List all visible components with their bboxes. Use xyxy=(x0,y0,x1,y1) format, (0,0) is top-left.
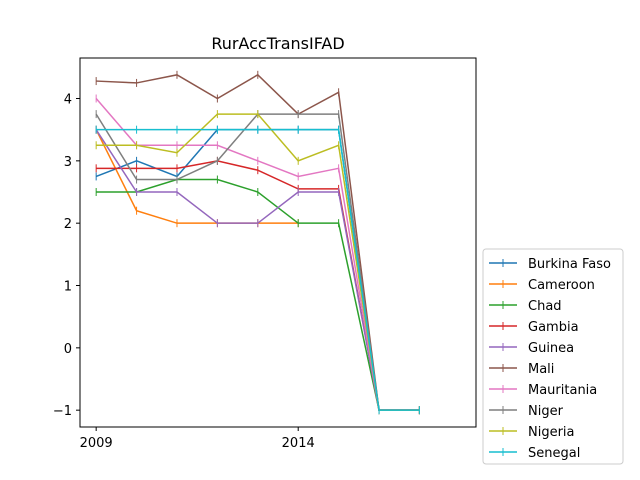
legend-item: Nigeria xyxy=(489,425,575,440)
legend: Burkina Faso Cameroon Chad Gambia Guinea Mali… xyxy=(482,248,624,465)
series-line xyxy=(96,178,420,411)
series-line xyxy=(95,129,299,224)
y-tick-label: 4 xyxy=(64,93,72,108)
series-chad xyxy=(95,175,420,415)
legend-label: Niger xyxy=(528,404,564,419)
legend-label: Mauritania xyxy=(528,383,597,398)
legend-item: Niger xyxy=(489,404,564,419)
legend-label: Guinea xyxy=(528,341,574,356)
legend-label: Cameroon xyxy=(528,278,595,293)
series-layer xyxy=(95,70,420,415)
legend-item: Gambia xyxy=(489,320,579,335)
legend-item: Senegal xyxy=(489,446,580,461)
legend-item: Burkina Faso xyxy=(489,257,611,272)
legend-box xyxy=(482,248,624,465)
chart-title: RurAccTransIFAD xyxy=(211,34,344,53)
legend-label: Mali xyxy=(528,362,554,377)
x-axis: 2009 2014 xyxy=(80,427,315,451)
series-line xyxy=(95,98,420,411)
legend-item: Chad xyxy=(489,299,562,314)
y-tick-label: 3 xyxy=(64,155,72,170)
series-mauritania xyxy=(95,94,420,415)
legend-label: Senegal xyxy=(528,446,580,461)
y-tick-label: 0 xyxy=(64,342,72,357)
series-senegal xyxy=(95,125,420,415)
legend-label: Burkina Faso xyxy=(528,257,611,272)
legend-item: Mali xyxy=(489,362,554,377)
legend-label: Nigeria xyxy=(528,425,575,440)
plot-frame xyxy=(79,57,477,428)
legend-item: Mauritania xyxy=(489,383,597,398)
x-tick-label: 2009 xyxy=(80,436,113,451)
legend-label: Chad xyxy=(528,299,562,314)
y-tick-label: 2 xyxy=(64,217,72,232)
legend-item: Cameroon xyxy=(489,278,595,293)
legend-item: Guinea xyxy=(489,341,574,356)
y-tick-label: 1 xyxy=(64,280,72,295)
y-axis: −1 0 1 2 3 4 xyxy=(53,93,80,419)
legend-label: Gambia xyxy=(528,320,579,335)
x-tick-label: 2014 xyxy=(282,436,315,451)
y-tick-label: −1 xyxy=(53,404,72,419)
